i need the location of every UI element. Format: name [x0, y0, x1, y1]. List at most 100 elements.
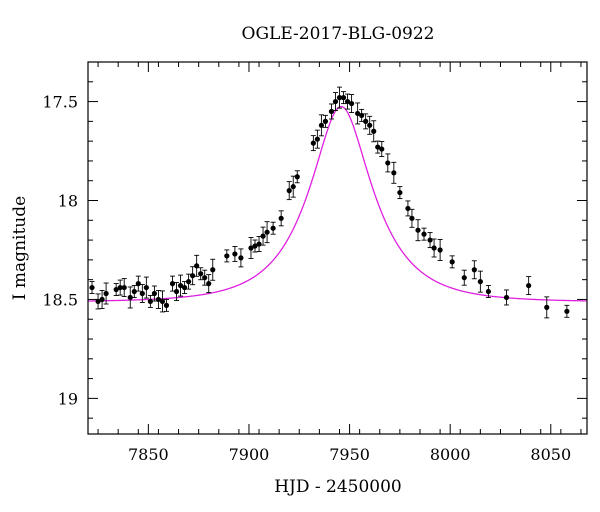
data-marker [252, 243, 258, 249]
data-marker [375, 144, 381, 150]
data-marker [139, 290, 145, 297]
data-point [210, 258, 216, 281]
data-marker [278, 215, 284, 221]
data-marker [379, 146, 385, 152]
data-marker [127, 294, 133, 301]
data-marker [485, 288, 492, 295]
data-point [206, 274, 212, 294]
data-point [278, 210, 284, 227]
data-point [367, 115, 373, 135]
data-point [421, 227, 427, 241]
data-marker [89, 284, 95, 291]
plot-frame [87, 61, 588, 435]
data-point [256, 236, 262, 252]
data-point [270, 221, 276, 235]
data-marker [359, 112, 365, 119]
data-marker [159, 298, 166, 305]
x-tick-label: 8050 [530, 445, 571, 464]
data-marker [260, 233, 266, 239]
x-tick-label: 7900 [229, 445, 270, 464]
x-tick-label: 8000 [430, 445, 471, 464]
data-marker [477, 279, 483, 285]
data-marker [286, 188, 292, 194]
data-point [385, 153, 391, 173]
data-point [186, 273, 192, 290]
data-point [163, 298, 170, 312]
data-marker [290, 184, 296, 190]
data-point [355, 102, 361, 125]
data-marker [503, 294, 510, 301]
data-marker [206, 281, 212, 287]
data-point [294, 170, 300, 184]
data-point [151, 285, 157, 302]
data-marker [427, 237, 433, 243]
x-axis-label: HJD - 2450000 [274, 477, 402, 497]
data-point [177, 274, 184, 297]
data-marker [461, 275, 467, 281]
chart-title: OGLE-2017-BLG-0922 [242, 24, 435, 44]
data-point [169, 275, 176, 292]
data-point [427, 232, 433, 249]
data-point [127, 286, 133, 309]
data-marker [232, 251, 238, 257]
data-point [415, 219, 421, 242]
data-marker [202, 275, 208, 281]
y-tick-label: 18 [58, 192, 78, 211]
data-point [431, 238, 437, 258]
data-point [95, 293, 101, 310]
data-marker [449, 259, 455, 265]
data-point [544, 296, 550, 319]
data-marker [385, 160, 391, 166]
data-marker [155, 296, 162, 303]
data-marker [270, 225, 276, 231]
data-point [198, 267, 204, 281]
data-point [359, 108, 365, 122]
data-point [363, 113, 369, 130]
data-point [344, 93, 351, 110]
data-marker [135, 281, 141, 287]
data-marker [471, 267, 477, 273]
data-point [461, 269, 467, 286]
plot-area: 7850 7900 7950 8000 8050 17.5 18 18.5 19 [42, 61, 588, 464]
data-point [113, 283, 119, 297]
data-point [181, 281, 188, 295]
data-marker [344, 98, 351, 105]
data-point [248, 237, 254, 259]
data-point [159, 290, 166, 313]
data-point [155, 289, 162, 309]
data-marker [190, 273, 196, 279]
data-point [336, 86, 343, 109]
data-marker [336, 95, 343, 101]
data-marker [131, 288, 137, 295]
data-marker [371, 128, 377, 134]
data-marker [238, 255, 244, 261]
data-marker [99, 296, 105, 303]
data-marker [332, 98, 339, 105]
data-point [252, 239, 258, 253]
model-curve [87, 105, 588, 302]
data-point [238, 248, 244, 268]
data-marker [113, 286, 119, 293]
data-marker [363, 118, 369, 124]
data-marker [198, 271, 204, 277]
data-marker [95, 298, 101, 305]
data-point [371, 120, 377, 143]
data-marker [391, 170, 397, 176]
data-point [379, 141, 385, 158]
data-marker [328, 108, 335, 115]
data-point [224, 249, 230, 263]
data-marker [415, 227, 421, 233]
data-marker [526, 282, 532, 289]
data-marker [564, 308, 570, 314]
data-point [485, 285, 492, 298]
data-marker [348, 100, 355, 107]
data-marker [143, 284, 149, 291]
data-point [340, 91, 347, 105]
data-point [232, 245, 238, 262]
data-point [328, 103, 335, 120]
data-point [139, 284, 145, 303]
data-point [264, 221, 270, 244]
data-marker [544, 304, 550, 310]
x-tick-label: 7950 [329, 445, 370, 464]
